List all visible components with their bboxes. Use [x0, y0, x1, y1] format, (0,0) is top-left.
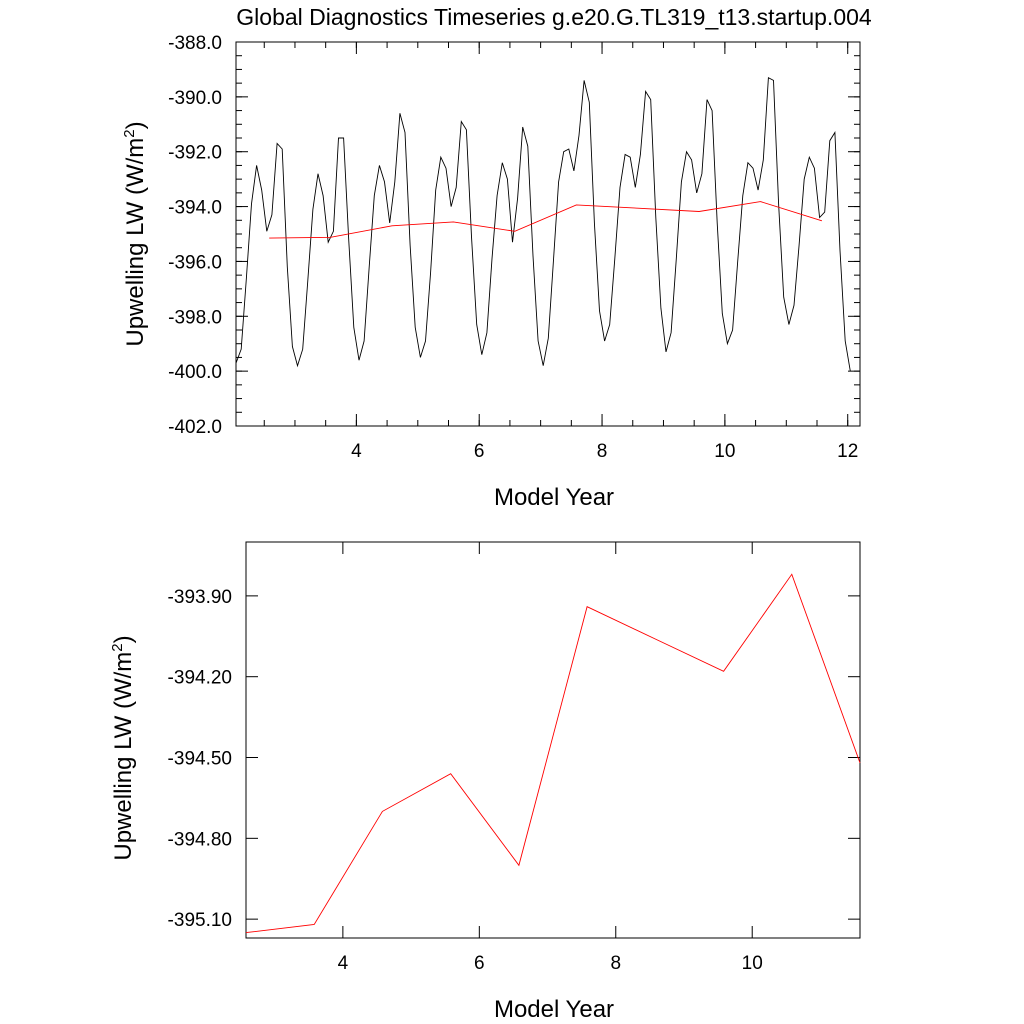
- chart-title: Global Diagnostics Timeseries g.e20.G.TL…: [236, 4, 872, 30]
- top-x-tick-label: 10: [714, 441, 735, 462]
- top-x-tick-label: 4: [351, 441, 362, 462]
- bottom-y-tick-label: -395.10: [168, 910, 232, 931]
- top-x-tick-label: 6: [474, 441, 485, 462]
- bottom-y-axis-label: Upwelling LW (W/m2): [109, 635, 137, 860]
- bottom-y-axis-label-superscript: 2: [109, 643, 126, 651]
- top-y-axis: -402.0 -400.0 -398.0 -396.0 -394.0 -392.0 -390…: [168, 33, 860, 438]
- top-y-tick-label: -400.0: [168, 362, 222, 383]
- top-x-axis: 4 6 8 10 12: [263, 42, 858, 462]
- top-x-axis-label: Model Year: [494, 484, 614, 511]
- top-y-tick-label: -390.0: [168, 88, 222, 109]
- bottom-series-group: [245, 573, 861, 934]
- top-y-tick-label: -388.0: [168, 33, 222, 54]
- top-panel: -402.0 -400.0 -398.0 -396.0 -394.0 -392.0 -390…: [121, 33, 861, 511]
- bottom-y-tick-label: -394.20: [168, 668, 232, 689]
- top-y-axis-label-superscript: 2: [121, 129, 138, 137]
- bottom-panel: -395.10 -394.80 -394.50 -394.20 -393.90 4 6 8 1…: [109, 541, 861, 1023]
- top-y-tick-label: -394.0: [168, 198, 222, 219]
- bottom-x-tick-label: 4: [338, 953, 349, 974]
- bottom-x-tick-label: 8: [610, 953, 621, 974]
- top-plot-frame: [235, 41, 861, 427]
- bottom-y-tick-label: -393.90: [168, 587, 232, 608]
- top-x-tick-label: 8: [597, 441, 608, 462]
- bottom-y-tick-label: -394.50: [168, 749, 232, 770]
- bottom-series-annual-mean-line: [245, 573, 861, 934]
- top-y-tick-label: -402.0: [168, 417, 222, 438]
- top-series-monthly-line: [235, 76, 851, 372]
- bottom-plot-frame: [245, 541, 861, 939]
- top-series-group: [235, 76, 851, 372]
- bottom-x-axis: 4 6 8 10: [338, 542, 763, 974]
- top-x-tick-label: 12: [837, 441, 858, 462]
- top-y-tick-label: -392.0: [168, 143, 222, 164]
- top-y-axis-label: Upwelling LW (W/m2): [121, 121, 149, 346]
- bottom-x-tick-label: 10: [742, 953, 763, 974]
- top-y-tick-label: -398.0: [168, 307, 222, 328]
- bottom-x-axis-label: Model Year: [494, 996, 614, 1023]
- top-y-tick-label: -396.0: [168, 252, 222, 273]
- bottom-x-tick-label: 6: [474, 953, 485, 974]
- bottom-y-axis: -395.10 -394.80 -394.50 -394.20 -393.90: [168, 587, 860, 931]
- bottom-y-tick-label: -394.80: [168, 829, 232, 850]
- top-series-annual-mean-line: [269, 201, 823, 239]
